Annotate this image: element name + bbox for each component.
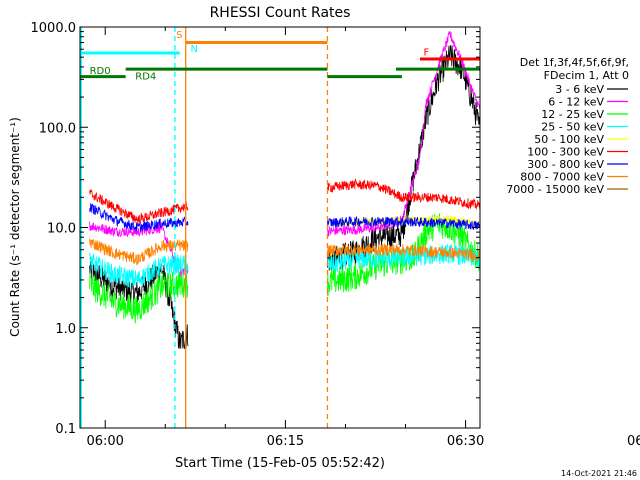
legend-entry-label: 300 - 800 keV bbox=[527, 158, 604, 171]
legend-entry-label: 800 - 7000 keV bbox=[520, 171, 604, 184]
x-axis-label: Start Time (15-Feb-05 05:52:42) bbox=[175, 456, 385, 471]
y-axis: 0.1 1.0 10.0 100.0 1000.0 bbox=[31, 21, 480, 437]
series-line-300-800-keV bbox=[89, 203, 480, 232]
series-line-100-300-keV bbox=[89, 178, 480, 225]
y-tick-label: 1000.0 bbox=[31, 21, 77, 36]
y-tick-label: 100.0 bbox=[39, 121, 76, 136]
x-tick-label: 06:45 bbox=[627, 434, 640, 449]
x-tick-label: 06:30 bbox=[447, 434, 484, 449]
x-tick-label: 06:15 bbox=[267, 434, 304, 449]
legend-header-line: FDecim 1, Att 0 bbox=[544, 69, 629, 82]
legend-entry-label: 3 - 6 keV bbox=[555, 83, 604, 96]
series-line-12-25-keV bbox=[89, 213, 480, 324]
legend: Det 1f,3f,4f,5f,6f,9f,FDecim 1, Att 03 -… bbox=[506, 56, 629, 196]
legend-entry-label: 12 - 25 keV bbox=[541, 108, 604, 121]
legend-entry-label: 100 - 300 keV bbox=[527, 146, 604, 159]
y-tick-label: 1.0 bbox=[55, 322, 76, 337]
y-tick-label: 10.0 bbox=[47, 222, 76, 237]
series-line-800-7000-keV bbox=[89, 238, 480, 266]
annotation-label-n: N bbox=[191, 44, 198, 55]
annotation-label-rd0: RD0 bbox=[90, 66, 111, 77]
chart-title: RHESSI Count Rates bbox=[210, 5, 351, 21]
legend-entry-label: 6 - 12 keV bbox=[548, 96, 604, 109]
legend-entry-label: 7000 - 15000 keV bbox=[506, 183, 604, 196]
y-axis-label: Count Rate (s⁻¹ detector segment⁻¹) bbox=[8, 117, 22, 337]
annotation-label-s: S bbox=[176, 30, 182, 41]
legend-entry-label: 50 - 100 keV bbox=[534, 133, 604, 146]
legend-header-line: Det 1f,3f,4f,5f,6f,9f, bbox=[520, 56, 629, 69]
plot-layer: SN RD0 RD4 F bbox=[80, 27, 480, 428]
y-tick-label: 0.1 bbox=[55, 422, 76, 437]
series-line-6-12-keV bbox=[89, 31, 480, 279]
annotation-label-rd4: RD4 bbox=[135, 71, 156, 82]
footer-timestamp: 14-Oct-2021 21:46 bbox=[561, 469, 637, 478]
legend-entry-label: 25 - 50 keV bbox=[541, 121, 604, 134]
x-tick-label: 06:00 bbox=[86, 434, 123, 449]
annotation-label-f: F bbox=[424, 47, 430, 58]
